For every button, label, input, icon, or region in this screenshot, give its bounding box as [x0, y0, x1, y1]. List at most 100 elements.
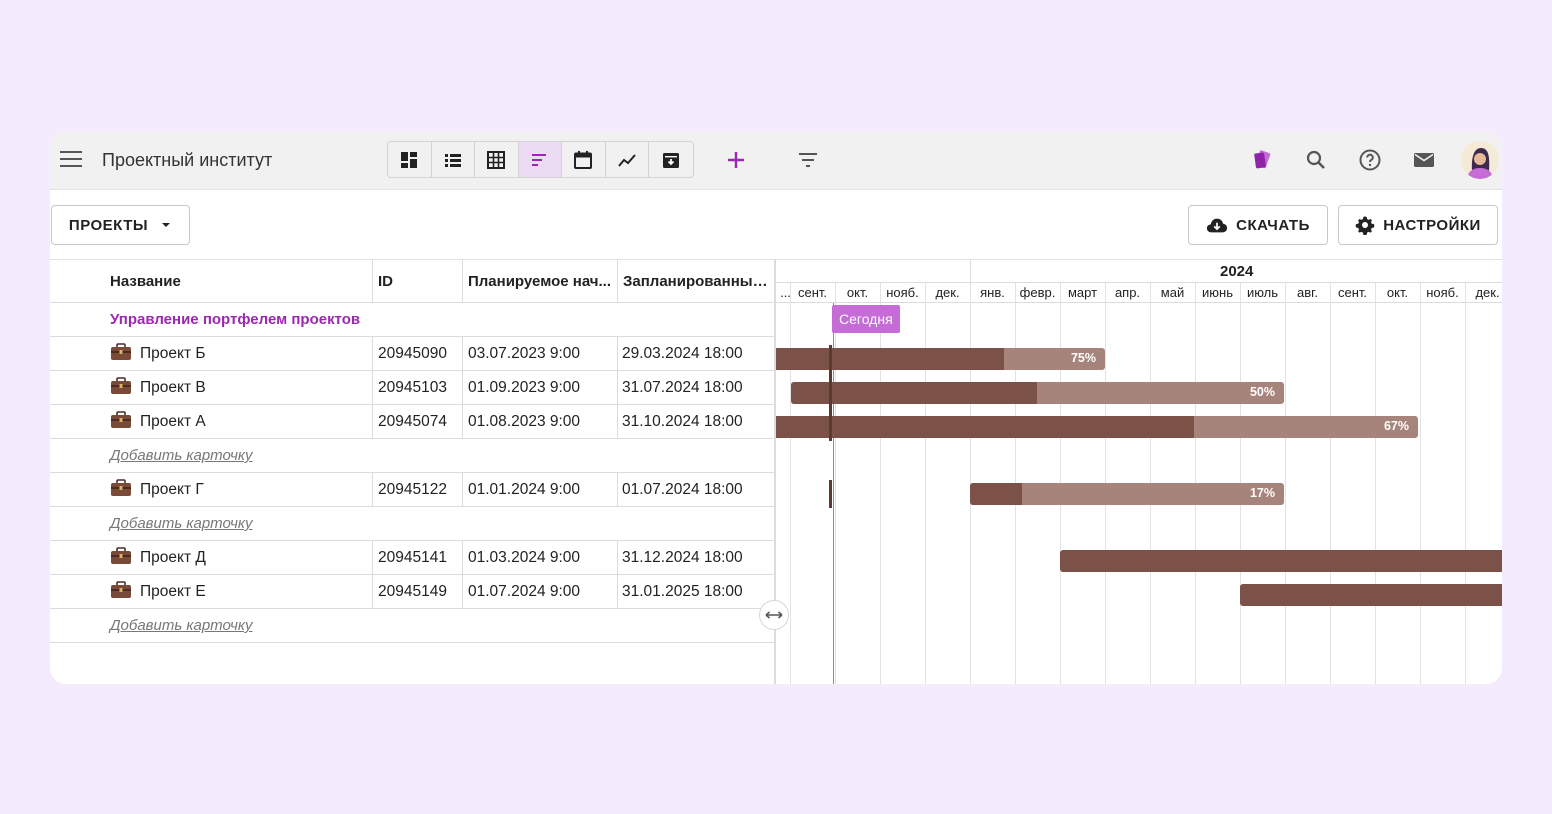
project-end: 31.07.2024 18:00: [622, 379, 743, 396]
gantt-bar-project-v[interactable]: 50%: [791, 382, 1284, 404]
hamburger-menu-icon[interactable]: [60, 151, 82, 167]
table-view-icon: [487, 150, 506, 169]
today-marker: [829, 480, 832, 508]
column-divider: [372, 259, 373, 303]
gantt-bar-percent: 75%: [1070, 351, 1096, 365]
gantt-bar-project-e[interactable]: [1240, 584, 1502, 606]
month-label: сент.: [1337, 285, 1368, 300]
project-end: 29.03.2024 18:00: [622, 345, 743, 362]
archive-view-icon: [662, 152, 679, 168]
table-row[interactable]: Проект В 20945103 01.09.2023 9:00 31.07.…: [50, 371, 774, 405]
month-label: февр.: [1019, 285, 1056, 300]
projects-dropdown[interactable]: ПРОЕКТЫ: [51, 205, 190, 245]
gantt-bar-percent: 67%: [1383, 419, 1409, 433]
table-row[interactable]: Проект Г 20945122 01.01.2024 9:00 01.07.…: [50, 473, 774, 507]
add-card-row: Добавить карточку: [50, 507, 774, 541]
column-header-id[interactable]: ID: [378, 273, 393, 290]
month-label: дек.: [935, 285, 960, 300]
project-name: Проект А: [140, 413, 206, 430]
project-name-cell: Проект В: [105, 371, 206, 404]
today-badge: Сегодня: [832, 305, 900, 333]
dashboard-view-icon: [401, 151, 418, 168]
mail-icon: [1414, 153, 1434, 167]
add-card-link[interactable]: Добавить карточку: [110, 447, 253, 464]
gantt-bar-project-d[interactable]: [1060, 550, 1502, 572]
month-label: ...: [780, 285, 791, 300]
add-card-link[interactable]: Добавить карточку: [110, 515, 253, 532]
dashboard-view-button[interactable]: [388, 142, 432, 177]
project-start: 01.08.2023 9:00: [468, 413, 581, 430]
table-row[interactable]: Проект А 20945074 01.08.2023 9:00 31.10.…: [50, 405, 774, 439]
column-header-name[interactable]: Название: [110, 273, 181, 290]
month-label: нояб.: [1426, 285, 1459, 300]
project-id: 20945103: [378, 379, 447, 396]
briefcase-icon: [111, 479, 131, 496]
projects-table: Название ID Планируемое нач... Запланиро…: [50, 259, 774, 684]
user-avatar[interactable]: [1461, 141, 1499, 179]
add-card-link[interactable]: Добавить карточку: [110, 617, 253, 634]
project-id: 20945149: [378, 583, 447, 600]
gantt-month-header: ... сент. окт. нояб. дек. янв. февр. мар…: [776, 283, 1502, 303]
column-divider: [462, 259, 463, 303]
avatar-icon: [1461, 141, 1499, 179]
gantt-bar-progress: [791, 382, 1037, 404]
settings-button[interactable]: НАСТРОЙКИ: [1338, 205, 1498, 245]
app-window: Проектный институт: [50, 132, 1502, 684]
column-header-planned-end[interactable]: Запланированный ...: [623, 273, 774, 290]
help-button[interactable]: [1356, 146, 1384, 174]
gantt-bar-percent: 50%: [1249, 385, 1275, 399]
download-button[interactable]: СКАЧАТЬ: [1188, 205, 1328, 245]
chart-view-button[interactable]: [606, 142, 649, 177]
month-label: нояб.: [886, 285, 919, 300]
add-card-row: Добавить карточку: [50, 609, 774, 643]
add-button[interactable]: [722, 146, 750, 174]
briefcase-icon: [111, 377, 131, 394]
projects-dropdown-label: ПРОЕКТЫ: [68, 216, 149, 234]
table-row[interactable]: Проект Е 20945149 01.07.2024 9:00 31.01.…: [50, 575, 774, 609]
year-divider: [970, 260, 971, 284]
mail-button[interactable]: [1410, 146, 1438, 174]
column-divider: [372, 473, 373, 507]
briefcase-icon: [111, 581, 131, 598]
table-row[interactable]: Проект Б 20945090 03.07.2023 9:00 29.03.…: [50, 337, 774, 371]
filter-icon: [799, 153, 817, 167]
cards-button[interactable]: [1248, 146, 1276, 174]
search-button[interactable]: [1302, 146, 1330, 174]
project-name-cell: Проект Д: [105, 541, 206, 574]
list-view-button[interactable]: [432, 142, 475, 177]
column-divider: [617, 541, 618, 609]
month-label: июль: [1246, 285, 1279, 300]
gantt-bar-progress: [970, 483, 1022, 505]
calendar-view-icon: [574, 150, 593, 169]
gantt-view-button[interactable]: [518, 142, 562, 177]
month-gridline: [1285, 283, 1286, 684]
gantt-bar-project-g[interactable]: 17%: [970, 483, 1284, 505]
project-start: 03.07.2023 9:00: [468, 345, 581, 362]
archive-view-button[interactable]: [649, 142, 693, 177]
month-gridline: [790, 283, 791, 684]
project-name-cell: Проект Е: [105, 575, 206, 608]
cloud-download-icon: [1207, 218, 1228, 233]
table-view-button[interactable]: [475, 142, 519, 177]
month-gridline: [1420, 283, 1421, 684]
table-header: Название ID Планируемое нач... Запланиро…: [50, 259, 774, 303]
plus-icon: [728, 152, 744, 168]
project-name: Проект Е: [140, 583, 206, 600]
horizontal-resize-icon: [765, 611, 783, 619]
gantt-bar-project-a[interactable]: 67%: [776, 416, 1418, 438]
gantt-bar-project-b[interactable]: 75%: [776, 348, 1105, 370]
filter-button[interactable]: [794, 146, 822, 174]
group-title[interactable]: Управление портфелем проектов: [110, 311, 361, 328]
split-resize-handle[interactable]: [759, 600, 789, 630]
table-row[interactable]: Проект Д 20945141 01.03.2024 9:00 31.12.…: [50, 541, 774, 575]
column-header-planned-start[interactable]: Планируемое нач...: [468, 273, 611, 290]
column-divider: [462, 337, 463, 439]
chart-view-icon: [617, 153, 636, 167]
year-label: 2024: [1220, 263, 1254, 280]
column-divider: [372, 541, 373, 609]
calendar-view-button[interactable]: [562, 142, 606, 177]
top-bar: Проектный институт: [50, 132, 1502, 190]
month-gridline: [1330, 283, 1331, 684]
settings-button-label: НАСТРОЙКИ: [1383, 216, 1481, 234]
column-divider: [617, 259, 618, 303]
